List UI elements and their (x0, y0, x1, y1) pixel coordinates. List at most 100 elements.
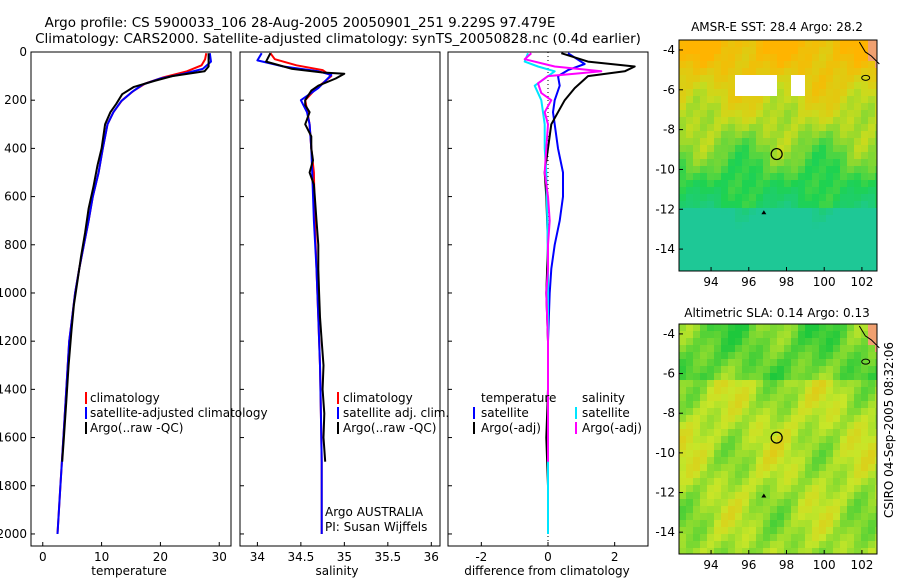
map-cell (707, 89, 714, 96)
map-cell (770, 54, 777, 61)
map-cell (812, 443, 819, 450)
map-cell (714, 75, 721, 82)
map-cell (854, 534, 861, 541)
difference-xlabel: difference from climatology (464, 564, 630, 578)
map-cell (826, 250, 833, 257)
map-cell (742, 331, 749, 338)
map-cell (756, 145, 763, 152)
map-cell (833, 352, 840, 359)
map-cell (833, 359, 840, 366)
map-cell (868, 366, 875, 373)
map-cell (721, 103, 728, 110)
map-cell (791, 229, 798, 236)
map-cell (826, 82, 833, 89)
sst-map-panel: AMSR-E SST: 28.4 Argo: 28.2 94 96 98 100 102… (655, 20, 880, 289)
map-cell (812, 40, 819, 47)
map-cell (763, 366, 770, 373)
map-cell (686, 47, 693, 54)
map-cell (749, 236, 756, 243)
map-cell (749, 464, 756, 471)
map-cell (749, 187, 756, 194)
map-cell (700, 331, 707, 338)
map-cell (763, 331, 770, 338)
map-cell (854, 250, 861, 257)
map-cell (784, 429, 791, 436)
map-cell (875, 264, 877, 271)
map-cell (784, 408, 791, 415)
map-cell (693, 464, 700, 471)
map-cell (763, 54, 770, 61)
map-cell (791, 68, 798, 75)
map-cell (735, 352, 742, 359)
map-cell (805, 89, 812, 96)
map-cell (714, 359, 721, 366)
map-cell (840, 187, 847, 194)
map-cell (777, 429, 784, 436)
map-cell (742, 450, 749, 457)
map-cell (735, 534, 742, 541)
map-cell (693, 492, 700, 499)
map-cell (777, 257, 784, 264)
map-cell (861, 229, 868, 236)
map-cell (679, 408, 686, 415)
map-cell (700, 187, 707, 194)
map-cell (868, 408, 875, 415)
map-cell (819, 541, 826, 548)
map-cell (707, 96, 714, 103)
map-cell (728, 429, 735, 436)
map-cell (721, 506, 728, 513)
map-cell (735, 40, 742, 47)
map-cell (742, 145, 749, 152)
map-cell (742, 520, 749, 527)
map-cell (686, 478, 693, 485)
map-cell (784, 194, 791, 201)
map-cell (791, 173, 798, 180)
map-cell (770, 331, 777, 338)
map-cell (798, 159, 805, 166)
map-cell (686, 359, 693, 366)
map-cell (847, 68, 854, 75)
map-cell (868, 415, 875, 422)
map-cell (854, 338, 861, 345)
map-cell (679, 443, 686, 450)
map-cell (721, 541, 728, 548)
map-cell (868, 506, 875, 513)
map-cell (798, 513, 805, 520)
map-cell (784, 145, 791, 152)
map-cell (763, 131, 770, 138)
map-cell (847, 366, 854, 373)
map-cell (875, 492, 877, 499)
map-cell (833, 506, 840, 513)
map-cell (714, 166, 721, 173)
map-cell (714, 464, 721, 471)
map-cell (812, 68, 819, 75)
map-cell (756, 110, 763, 117)
map-cell (707, 124, 714, 131)
map-cell (812, 180, 819, 187)
map-cell (679, 345, 686, 352)
map-cell (861, 450, 868, 457)
map-cell (693, 541, 700, 548)
map-ytick-label: -12 (655, 486, 675, 500)
map-cell (679, 401, 686, 408)
map-cell (875, 527, 877, 534)
map-cell (868, 40, 875, 47)
map-cell (693, 520, 700, 527)
map-cell (840, 110, 847, 117)
map-cell (791, 485, 798, 492)
map-cell (798, 40, 805, 47)
map-cell (728, 229, 735, 236)
map-cell (791, 422, 798, 429)
map-cell (875, 47, 877, 54)
map-cell (812, 173, 819, 180)
map-cell (833, 138, 840, 145)
map-cell (791, 138, 798, 145)
map-cell (805, 194, 812, 201)
map-cell (756, 236, 763, 243)
map-cell (840, 324, 847, 331)
map-cell (812, 103, 819, 110)
map-cell (756, 124, 763, 131)
map-cell (756, 415, 763, 422)
map-cell (791, 201, 798, 208)
map-cell (854, 401, 861, 408)
